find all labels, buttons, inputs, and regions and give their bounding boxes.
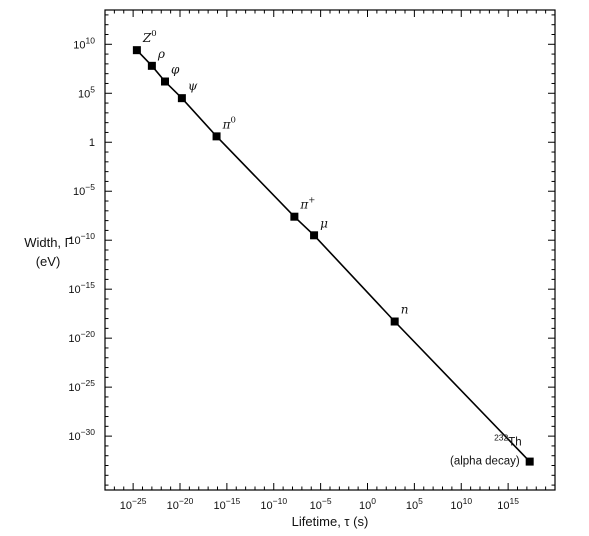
data-point-marker xyxy=(177,94,186,103)
y-tick-label: 10−15 xyxy=(68,280,95,296)
point-label: ρ xyxy=(157,47,165,61)
x-tick-label: 10−20 xyxy=(167,496,194,512)
series-line xyxy=(136,49,531,463)
data-point-marker xyxy=(290,212,299,221)
point-label: Z0 xyxy=(142,29,157,45)
point-label: φ xyxy=(171,63,180,77)
x-tick-label: 10−25 xyxy=(120,496,147,512)
point-label: π0 xyxy=(222,115,236,131)
y-axis-title-line1: Width, Γ xyxy=(24,235,72,250)
y-tick-label: 10−20 xyxy=(68,329,95,345)
point-label: ψ xyxy=(188,79,198,93)
x-tick-label: 10−5 xyxy=(310,496,332,512)
x-tick-label: 10−10 xyxy=(260,496,287,512)
x-tick-label: 1015 xyxy=(497,496,519,512)
point-label: n xyxy=(401,303,409,317)
data-point-marker xyxy=(310,231,319,240)
data-point-marker xyxy=(212,132,221,141)
x-tick-label: 1010 xyxy=(450,496,472,512)
y-tick-label: 10−10 xyxy=(68,231,95,247)
data-point-marker xyxy=(147,61,156,70)
y-axis-title-line2: (eV) xyxy=(36,254,61,269)
point-label-note: (alpha decay) xyxy=(450,456,520,468)
x-tick-label: 10−15 xyxy=(214,496,241,512)
data-point-marker xyxy=(132,46,141,55)
data-markers xyxy=(132,46,534,466)
point-label: μ xyxy=(320,216,328,230)
x-tick-label: 105 xyxy=(406,496,423,512)
axis-ticks xyxy=(105,10,555,490)
y-tick-label: 10−30 xyxy=(68,427,95,443)
x-tick-label: 100 xyxy=(359,496,376,512)
tick-labels: 10−25 10−20 10−15 10−10 10−5 100 105 1010 1015 10… xyxy=(68,35,519,512)
point-label: π+ xyxy=(299,196,315,212)
x-axis-title: Lifetime, τ (s) xyxy=(292,514,369,529)
y-tick-label: 105 xyxy=(78,84,95,100)
y-tick-label: 10−25 xyxy=(68,378,95,394)
data-point-marker xyxy=(525,457,534,466)
y-tick-label: 1010 xyxy=(73,35,95,51)
point-label: 232Th xyxy=(494,433,522,449)
y-tick-label: 10−5 xyxy=(73,182,95,198)
data-point-marker xyxy=(390,317,399,326)
y-tick-label: 1 xyxy=(89,137,95,149)
data-point-marker xyxy=(161,77,169,86)
